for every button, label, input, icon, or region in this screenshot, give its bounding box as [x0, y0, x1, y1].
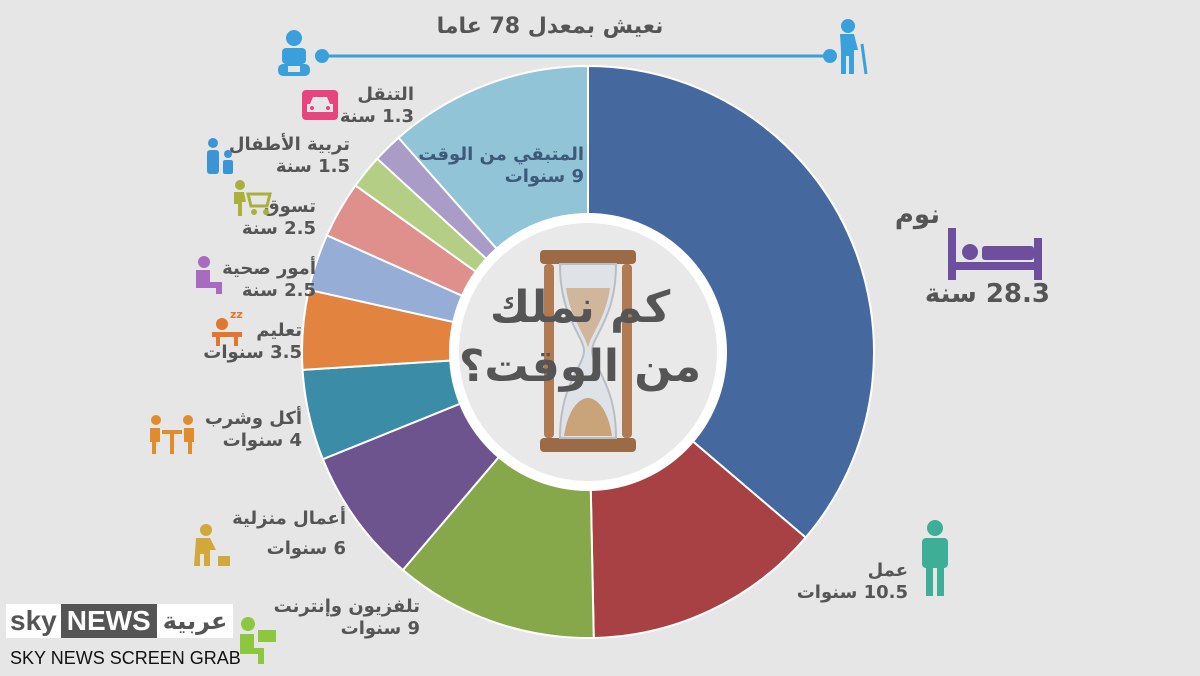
timeline-start-dot: [315, 49, 329, 63]
student-icon: zz: [212, 308, 243, 346]
label-commuting-title: التنقل: [357, 84, 414, 105]
label-work: عمل 10.5 سنوات: [740, 560, 908, 603]
label-sleep-value: 28.3 سنة: [924, 279, 1050, 310]
center-line-1: كم نملك: [489, 282, 671, 333]
logo-news: NEWS: [60, 604, 157, 638]
baby-icon: [278, 30, 310, 76]
label-sleep: نوم 28.3 سنة: [880, 200, 1050, 310]
label-eating-value: 4 سنوات: [222, 429, 302, 451]
label-housework-value: 6 سنوات: [266, 537, 346, 559]
label-eating-title: أكل وشرب: [204, 408, 302, 429]
label-housework: أعمال منزلية 6 سنوات: [196, 508, 346, 559]
car-icon: [302, 90, 338, 120]
label-tv-internet-value: 9 سنوات: [340, 617, 420, 639]
donut-slice-0: [587, 64, 875, 539]
label-remaining-value: 9 سنوات: [504, 165, 584, 187]
dining-icon: [150, 415, 194, 454]
screen-grab-caption: SKY NEWS SCREEN GRAB: [10, 648, 241, 668]
label-work-value: 10.5 سنوات: [796, 581, 908, 603]
label-education-title: تعليم: [256, 320, 302, 341]
elderly-person-icon: [840, 19, 868, 75]
lifespan-text: نعيش بمعدل 78 عاما: [436, 14, 664, 39]
label-work-title: عمل: [867, 560, 908, 581]
logo-arabic: عربية: [156, 604, 234, 638]
health-icon: [196, 256, 222, 294]
label-health-title: أمور صحية: [222, 258, 316, 279]
center-line-2: من الوقت؟: [458, 341, 702, 393]
computer-user-icon: [240, 617, 276, 664]
logo-sky: sky: [6, 604, 61, 638]
label-housework-title: أعمال منزلية: [232, 508, 346, 529]
label-education-value: 3.5 سنوات: [203, 341, 302, 363]
center-question: كم نملك من الوقت؟: [430, 278, 730, 397]
hourglass-icon: [540, 250, 636, 452]
label-parenting-title: تربية الأطفال: [228, 134, 350, 155]
timeline-end-dot: [823, 49, 837, 63]
shopping-cart-icon: [234, 180, 272, 216]
label-remaining-title: المتبقي من الوقت: [418, 144, 584, 165]
label-parenting-value: 1.5 سنة: [275, 155, 350, 177]
label-education: تعليم 3.5 سنوات: [196, 320, 302, 363]
label-eating: أكل وشرب 4 سنوات: [196, 408, 302, 451]
label-shopping-title: تسوق: [263, 196, 316, 217]
parent-child-icon: [207, 138, 233, 174]
bed-icon: [948, 228, 1042, 280]
label-remaining: المتبقي من الوقت 9 سنوات: [406, 144, 584, 187]
svg-text:zz: zz: [230, 308, 243, 321]
label-commuting-value: 1.3 سنة: [339, 105, 414, 127]
label-health-value: 2.5 سنة: [241, 279, 316, 301]
label-shopping: تسوق 2.5 سنة: [224, 196, 316, 239]
label-tv-internet: تلفزيون وإنترنت 9 سنوات: [260, 596, 420, 639]
label-health: أمور صحية 2.5 سنة: [200, 258, 316, 301]
sky-news-arabia-logo: sky NEWS عربية: [6, 604, 234, 638]
worker-icon: [922, 520, 948, 596]
label-commuting: التنقل 1.3 سنة: [330, 84, 414, 127]
label-sleep-title: نوم: [894, 200, 940, 230]
label-tv-internet-title: تلفزيون وإنترنت: [273, 596, 420, 617]
label-shopping-value: 2.5 سنة: [241, 217, 316, 239]
label-parenting: تربية الأطفال 1.5 سنة: [210, 134, 350, 177]
cleaning-icon: [194, 524, 230, 566]
